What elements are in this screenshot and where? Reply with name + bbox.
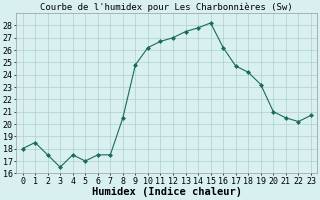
X-axis label: Humidex (Indice chaleur): Humidex (Indice chaleur)	[92, 187, 242, 197]
Title: Courbe de l'humidex pour Les Charbonnières (Sw): Courbe de l'humidex pour Les Charbonnièr…	[40, 3, 293, 12]
